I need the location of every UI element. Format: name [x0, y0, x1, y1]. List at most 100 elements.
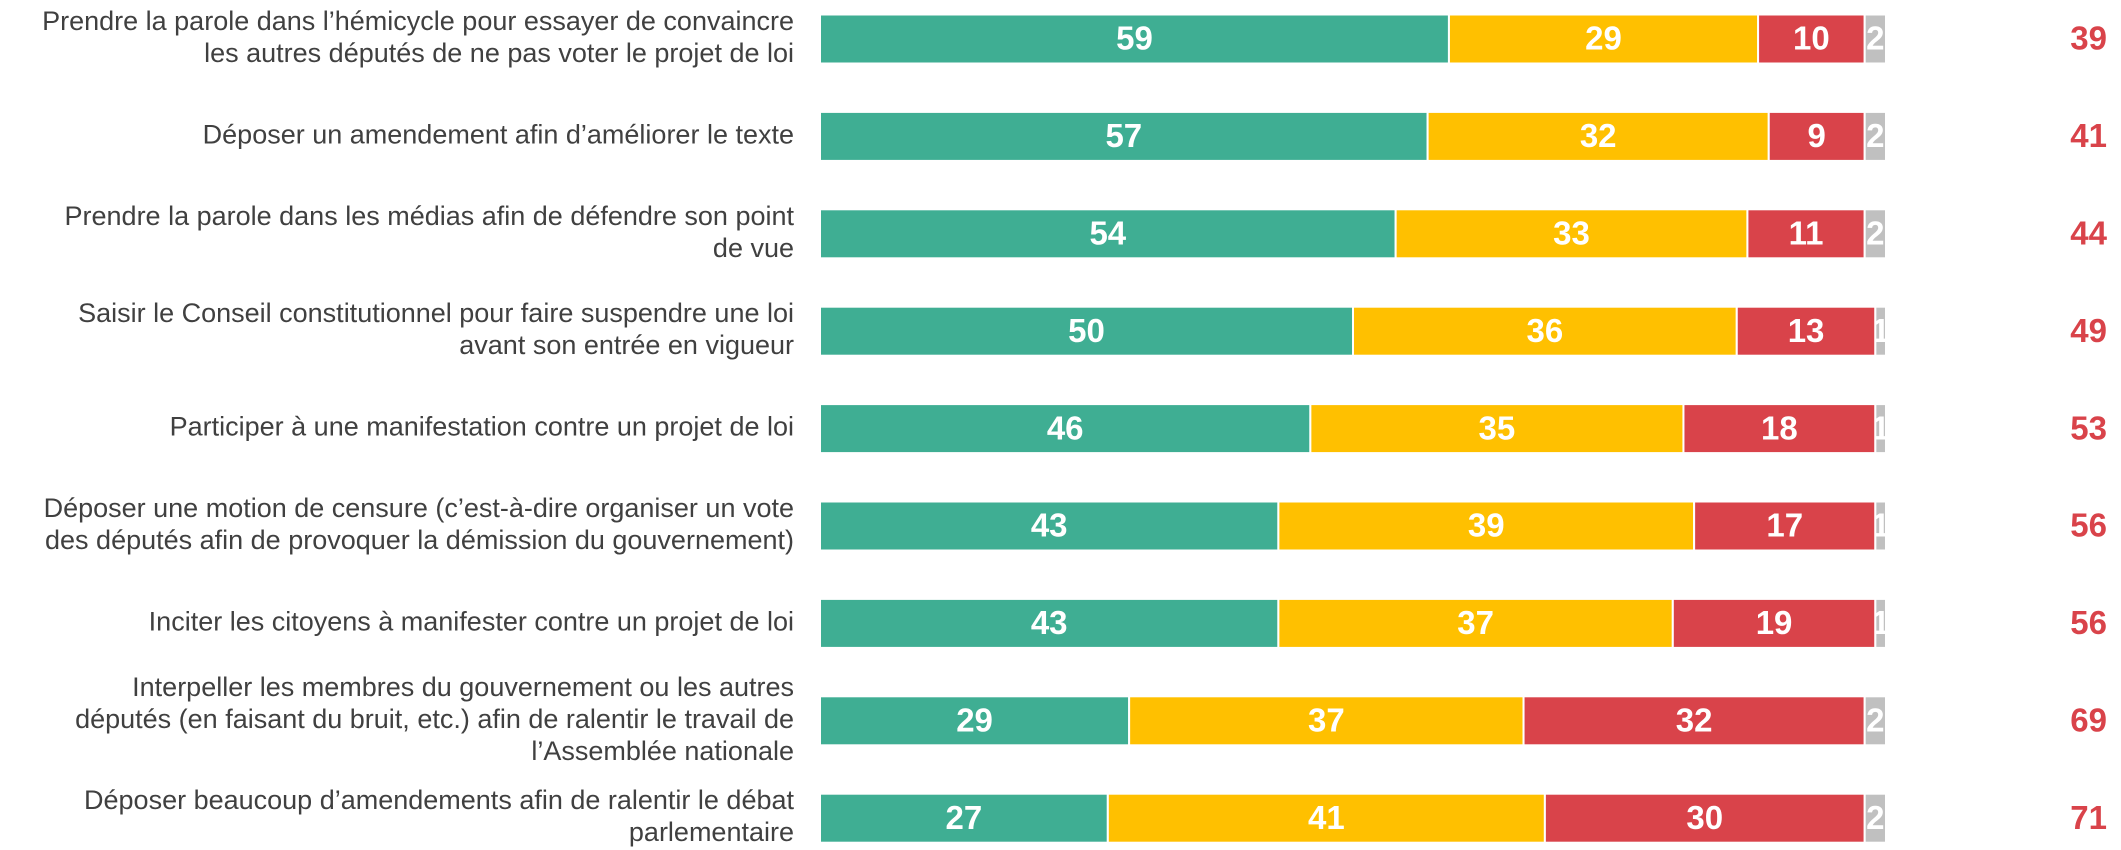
value-label: 32	[1676, 702, 1713, 739]
bar-segment	[1128, 695, 1525, 747]
category-line: parlementaire	[629, 817, 794, 847]
bar-segment	[1426, 110, 1770, 162]
value-label: 43	[1031, 604, 1068, 641]
bar-segment	[819, 13, 1450, 65]
bar-segment	[819, 597, 1280, 649]
right-value: 69	[2070, 702, 2107, 739]
bar-segment	[1767, 110, 1866, 162]
bar-segment	[1874, 403, 1887, 455]
category-line: Inciter les citoyens à manifester contre…	[149, 607, 794, 637]
bar-segment	[819, 792, 1109, 844]
bar-segment	[819, 695, 1131, 747]
right-value: 56	[2070, 604, 2107, 641]
bar-segment	[819, 110, 1429, 162]
bar-segment	[1522, 695, 1866, 747]
value-label: 57	[1105, 117, 1142, 154]
bar-segment	[1277, 500, 1696, 552]
category-line: avant son entrée en vigueur	[459, 330, 794, 360]
category-label: Déposer une motion de censure (c’est-à-d…	[44, 493, 794, 555]
right-value: 44	[2070, 215, 2107, 252]
category-line: l’Assemblée nationale	[531, 736, 794, 766]
bar-segment	[1863, 110, 1888, 162]
category-line: Saisir le Conseil constitutionnel pour f…	[78, 298, 794, 328]
value-label: 33	[1553, 215, 1590, 252]
value-label: 54	[1089, 215, 1126, 252]
category-line: Déposer une motion de censure (c’est-à-d…	[44, 493, 794, 523]
category-line: des députés afin de provoquer la démissi…	[45, 525, 794, 555]
bar-segment	[1543, 792, 1866, 844]
value-label: 32	[1580, 117, 1617, 154]
value-label: 13	[1788, 312, 1825, 349]
value-label: 30	[1686, 799, 1723, 836]
category-line: Prendre la parole dans les médias afin d…	[65, 201, 795, 231]
bar-segment	[1106, 792, 1546, 844]
bar-segment	[1874, 305, 1887, 357]
category-line: les autres députés de ne pas voter le pr…	[204, 38, 794, 68]
right-value: 49	[2070, 312, 2107, 349]
category-line: Interpeller les membres du gouvernement …	[132, 672, 794, 702]
bar-segment	[1394, 208, 1749, 260]
category-label: Inciter les citoyens à manifester contre…	[149, 607, 794, 637]
category-label: Saisir le Conseil constitutionnel pour f…	[78, 298, 794, 360]
value-label: 2	[1866, 799, 1884, 836]
category-label: Déposer beaucoup d’amendements afin de r…	[84, 785, 794, 847]
value-label: 35	[1479, 409, 1516, 446]
category-label: Déposer un amendement afin d’améliorer l…	[203, 120, 794, 150]
category-line: Prendre la parole dans l’hémicycle pour …	[42, 6, 794, 36]
value-label: 27	[946, 799, 983, 836]
bar-segment	[819, 305, 1354, 357]
category-line: Déposer un amendement afin d’améliorer l…	[203, 120, 794, 150]
value-label: 41	[1308, 799, 1345, 836]
value-label: 11	[1789, 215, 1824, 252]
bar-segment	[1874, 597, 1887, 649]
right-value: 41	[2070, 117, 2107, 154]
value-label: 37	[1308, 702, 1345, 739]
value-label: 1	[1871, 312, 1889, 349]
value-label: 36	[1527, 312, 1564, 349]
bar-segment	[1447, 13, 1760, 65]
value-label: 9	[1808, 117, 1826, 154]
value-label: 59	[1116, 20, 1153, 57]
value-label: 50	[1068, 312, 1105, 349]
value-label: 2	[1866, 215, 1884, 252]
category-line: Participer à une manifestation contre un…	[170, 412, 794, 442]
bar-segment	[1693, 500, 1877, 552]
right-value: 71	[2070, 799, 2107, 836]
value-label: 46	[1047, 409, 1084, 446]
value-label: 2	[1866, 20, 1884, 57]
value-label: 2	[1866, 702, 1884, 739]
value-label: 39	[1468, 507, 1505, 544]
bar-segment	[1671, 597, 1877, 649]
bar-segment	[1746, 208, 1866, 260]
right-value: 53	[2070, 409, 2107, 446]
value-label: 19	[1756, 604, 1793, 641]
bar-segment	[1863, 13, 1888, 65]
value-label: 29	[956, 702, 993, 739]
value-label: 10	[1793, 20, 1830, 57]
bar-segment	[1309, 403, 1685, 455]
category-label: Prendre la parole dans l’hémicycle pour …	[42, 6, 794, 68]
bar-segment	[819, 500, 1280, 552]
bar-segment	[819, 208, 1397, 260]
value-label: 2	[1866, 117, 1884, 154]
category-line: députés (en faisant du bruit, etc.) afin…	[75, 704, 794, 734]
bar-segment	[1863, 208, 1888, 260]
bar-segment	[1352, 305, 1738, 357]
value-label: 1	[1871, 507, 1889, 544]
bar-segment	[1757, 13, 1866, 65]
value-label: 1	[1871, 409, 1889, 446]
value-label: 29	[1585, 20, 1622, 57]
bar-segment	[1277, 597, 1674, 649]
category-label: Interpeller les membres du gouvernement …	[75, 672, 794, 766]
bar-segment	[1682, 403, 1877, 455]
value-label: 37	[1457, 604, 1494, 641]
category-line: de vue	[713, 233, 794, 263]
value-label: 1	[1871, 604, 1889, 641]
bar-segment	[1863, 792, 1888, 844]
category-label: Prendre la parole dans les médias afin d…	[65, 201, 795, 263]
value-label: 43	[1031, 507, 1068, 544]
value-label: 18	[1761, 409, 1798, 446]
bar-segment	[819, 403, 1312, 455]
category-label: Participer à une manifestation contre un…	[170, 412, 794, 442]
